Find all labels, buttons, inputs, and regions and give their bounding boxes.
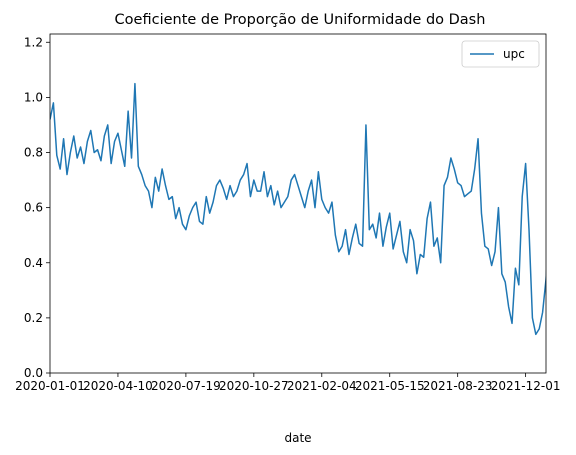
plot-area xyxy=(49,33,547,374)
x-tick-label: 2021-08-23 xyxy=(423,379,493,393)
plot-frame xyxy=(49,33,547,374)
legend-label-upc: upc xyxy=(503,47,525,61)
y-tick-label: 0.6 xyxy=(24,201,43,215)
x-tick-label: 2021-02-04 xyxy=(287,379,357,393)
series-line-upc xyxy=(50,82,546,336)
y-tick-label: 0.8 xyxy=(24,146,43,160)
y-axis: 0.0 0.2 0.4 0.6 0.8 1.0 1.2 xyxy=(24,35,50,380)
x-tick-label: 2020-04-10 xyxy=(83,379,153,393)
legend-box xyxy=(461,40,540,68)
x-tick-label: 2020-10-27 xyxy=(219,379,289,393)
x-axis-label: date xyxy=(284,431,311,445)
y-tick-label: 1.0 xyxy=(24,90,43,104)
x-tick-label: 2021-12-01 xyxy=(491,379,561,393)
y-tick-label: 0.4 xyxy=(24,256,43,270)
x-tick-label: 2021-05-15 xyxy=(355,379,425,393)
chart-title: Coeficiente de Proporção de Uniformidade… xyxy=(115,12,486,28)
y-tick-label: 0.0 xyxy=(24,366,43,380)
y-tick-label: 1.2 xyxy=(24,35,43,49)
x-axis: 2020-01-012020-04-102020-07-192020-10-27… xyxy=(15,373,560,393)
x-tick-label: 2020-01-01 xyxy=(15,379,85,393)
legend: upc xyxy=(461,40,540,68)
y-tick-label: 0.2 xyxy=(24,311,43,325)
x-tick-label: 2020-07-19 xyxy=(151,379,221,393)
